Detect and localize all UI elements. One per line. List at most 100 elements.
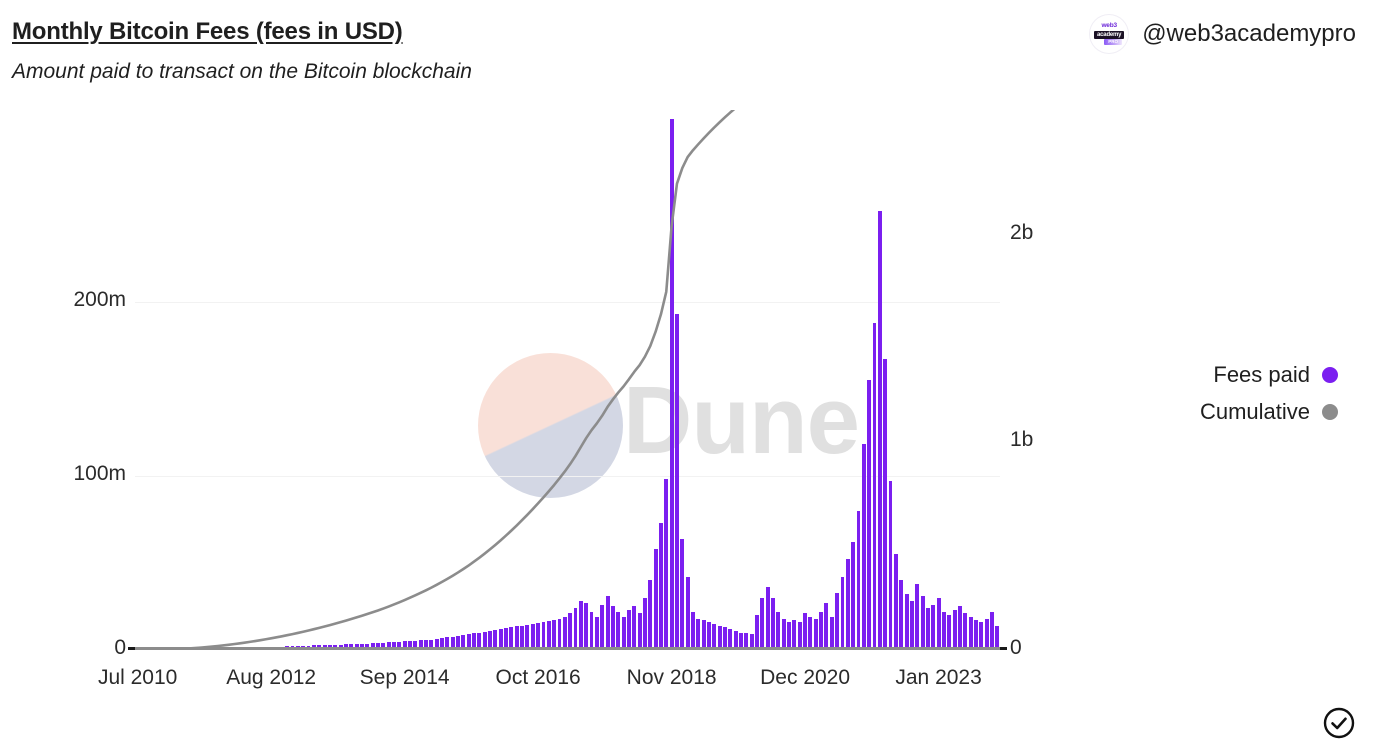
bar [984, 618, 989, 650]
bar [760, 597, 765, 650]
bar [974, 620, 978, 650]
bar [424, 639, 428, 650]
bar [995, 625, 1000, 650]
bar [824, 602, 829, 650]
bar [456, 636, 460, 650]
bar [408, 640, 412, 650]
bar [653, 548, 658, 650]
bar [717, 625, 722, 650]
bar [162, 648, 167, 650]
bar [279, 646, 284, 650]
bar [498, 629, 503, 650]
bar [957, 606, 962, 650]
bar [781, 618, 786, 650]
bar [872, 322, 877, 650]
bar [482, 631, 487, 650]
plot-area: Dune [128, 110, 1007, 650]
bar [642, 597, 647, 650]
bar [904, 594, 909, 650]
bar [189, 648, 194, 650]
bar [674, 313, 679, 650]
bar [861, 444, 866, 650]
bar [707, 622, 711, 650]
bar [434, 638, 439, 650]
y-axis-right-tick-0: 0 [1010, 636, 1022, 659]
y-axis-right-tick-1: 1b [1010, 428, 1034, 452]
gridline-200m [135, 301, 1000, 303]
chart-legend: Fees paid Cumulative [1200, 362, 1338, 425]
y-axis-left-tick-0: 0 [114, 636, 126, 659]
bar [205, 648, 210, 650]
bar [968, 616, 973, 650]
bar [867, 380, 872, 650]
bar [391, 642, 396, 650]
bar [317, 645, 322, 650]
bar [546, 621, 551, 650]
bar [322, 645, 327, 650]
x-axis-tick-mark-right [1000, 647, 1007, 650]
bar [450, 636, 455, 650]
bar [925, 608, 930, 650]
bar [701, 620, 706, 650]
bar [429, 639, 434, 650]
bar [253, 647, 258, 650]
bar [525, 624, 530, 650]
bar [247, 647, 252, 650]
bar [632, 606, 637, 650]
bar [552, 620, 557, 650]
x-axis-tick-4: Nov 2018 [626, 666, 717, 689]
x-axis-tick-0: Jul 2010 [97, 666, 178, 689]
bar [237, 647, 242, 650]
bar [402, 641, 407, 650]
bar [658, 522, 663, 650]
bar [178, 648, 183, 650]
bar [813, 618, 818, 650]
bar [290, 646, 295, 650]
bar [381, 642, 386, 650]
bar [440, 638, 444, 650]
bar [477, 632, 482, 650]
bar [157, 648, 161, 650]
bar [594, 616, 599, 650]
legend-item-fees-paid[interactable]: Fees paid [1213, 362, 1338, 388]
legend-label-cumulative: Cumulative [1199, 399, 1310, 424]
legend-item-cumulative[interactable]: Cumulative [1200, 399, 1338, 425]
bar [349, 644, 354, 650]
bar [610, 606, 615, 650]
bar [712, 623, 717, 650]
bar [845, 559, 850, 650]
bar [600, 604, 605, 650]
bar [723, 627, 727, 650]
bar [979, 622, 984, 650]
bar [327, 644, 332, 650]
bar [605, 596, 610, 650]
bar [167, 648, 172, 650]
bar [931, 604, 936, 650]
bar [888, 481, 893, 650]
bar [915, 583, 920, 650]
x-axis-tick-3: Oct 2016 [495, 666, 581, 689]
bar [947, 615, 952, 650]
bar [664, 479, 669, 650]
bar [755, 615, 760, 650]
bar [963, 613, 968, 650]
x-axis-tick-2: Sep 2014 [359, 666, 450, 689]
bar [215, 648, 220, 650]
bar [691, 611, 695, 650]
bar [509, 627, 514, 650]
x-axis-tick-6: Jan 2023 [895, 666, 982, 689]
bar [365, 643, 370, 650]
bar [739, 632, 743, 650]
bar [295, 646, 300, 650]
bar [578, 601, 583, 650]
bar [242, 647, 247, 650]
logo-line-academy: academy [1094, 30, 1125, 39]
legend-swatch-cumulative [1322, 404, 1338, 420]
bar [840, 576, 845, 650]
bar [877, 211, 882, 650]
bar [808, 616, 813, 650]
bar [990, 611, 994, 650]
y-axis-left-tick-1: 100m [73, 461, 126, 485]
verified-check-icon [1323, 707, 1355, 739]
